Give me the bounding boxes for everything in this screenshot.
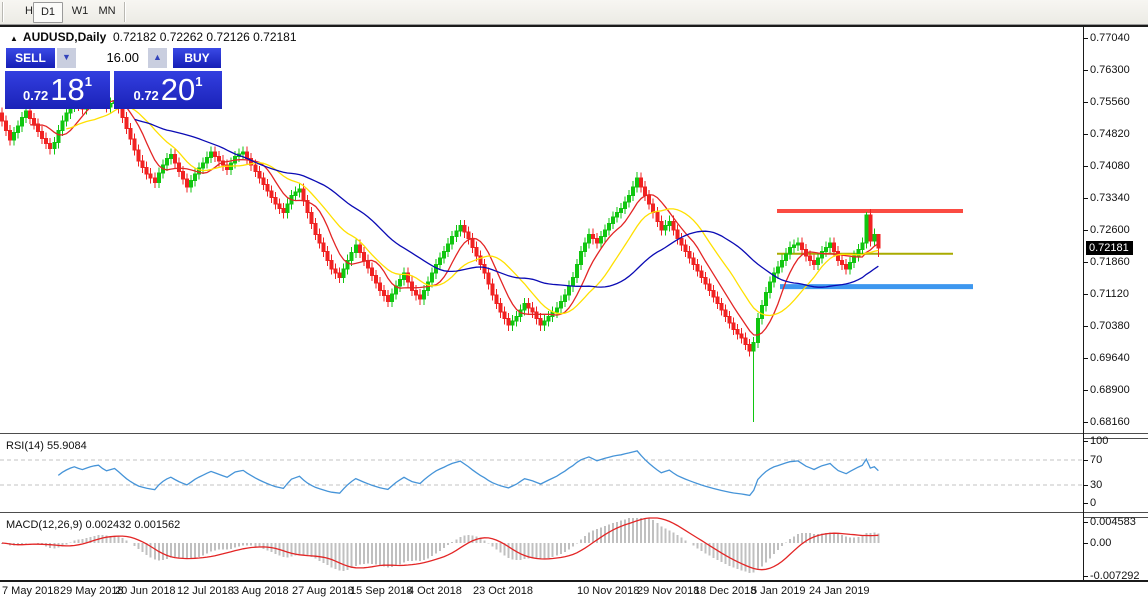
price-tick-label: 0.71860 [1090, 256, 1130, 268]
window-border [0, 25, 1148, 27]
date-tick-label: 24 Jan 2019 [809, 585, 870, 597]
buy-price-fraction: 0.72 [133, 87, 159, 103]
rsi-tick-label: 30 [1090, 479, 1103, 491]
date-tick-label: 5 Jan 2019 [751, 585, 806, 597]
axis-tick [1083, 198, 1088, 199]
price-tick-label: 0.77040 [1090, 32, 1130, 44]
date-tick-label: 18 Dec 2018 [694, 585, 757, 597]
moving-average-34 [134, 118, 879, 288]
volume-decrease-button[interactable]: ▼ [56, 47, 77, 69]
date-tick-label: 15 Sep 2018 [350, 585, 413, 597]
rsi-label: RSI(14) 55.9084 [6, 440, 87, 452]
toolbar-handle [2, 2, 3, 22]
ohlc-open: 0.72182 [112, 30, 157, 44]
macd-tick-label: 0.00 [1090, 537, 1112, 549]
moving-average-17 [66, 106, 879, 317]
axis-tick [1083, 543, 1088, 544]
axis-tick [1083, 422, 1088, 423]
volume-increase-button[interactable]: ▲ [147, 47, 168, 69]
axis-tick [1083, 70, 1088, 71]
volume-input[interactable]: 16.00 [77, 47, 147, 69]
date-tick-label: 7 May 2018 [2, 585, 60, 597]
axis-tick [1083, 522, 1088, 523]
axis-tick [1083, 262, 1088, 263]
price-tick-label: 0.70380 [1090, 320, 1130, 332]
axis-tick [1083, 485, 1088, 486]
price-tick-label: 0.75560 [1090, 96, 1130, 108]
macd-tick-label: -0.007292 [1090, 570, 1140, 582]
rsi-tick-label: 0 [1090, 497, 1097, 509]
rsi-panel[interactable]: RSI(14) 55.9084 [0, 437, 1083, 512]
price-tick-label: 0.74820 [1090, 128, 1130, 140]
axis-tick [1083, 102, 1088, 103]
date-tick-label: 29 May 2018 [60, 585, 124, 597]
tab-mn[interactable]: MN [98, 5, 116, 17]
date-tick-label: 12 Jul 2018 [177, 585, 234, 597]
sell-price-fraction: 0.72 [22, 87, 49, 103]
axis-tick [1083, 576, 1088, 577]
buy-price-tile[interactable]: 0.72 20 1 [114, 71, 222, 109]
macd-tick-label: 0.004583 [1090, 516, 1136, 528]
toolbar-separator [124, 2, 125, 22]
price-tick-label: 0.68900 [1090, 384, 1130, 396]
ohlc-close: 0.72181 [253, 30, 297, 44]
price-tick-label: 0.73340 [1090, 192, 1130, 204]
date-tick-label: 29 Nov 2018 [637, 585, 700, 597]
candlestick-chart [0, 88, 973, 422]
ohlc-high: 0.72262 [159, 30, 204, 44]
price-axis-line [1083, 27, 1084, 580]
date-tick-label: 4 Oct 2018 [408, 585, 462, 597]
date-tick-label: 27 Aug 2018 [292, 585, 354, 597]
date-tick-label: 23 Oct 2018 [473, 585, 533, 597]
buy-button[interactable]: BUY [172, 47, 222, 69]
axis-tick [1083, 134, 1088, 135]
chart-title: ▲ AUDUSD,Daily 0.72182 0.72262 0.72126 0.… [10, 30, 297, 44]
price-tick-label: 0.68160 [1090, 416, 1130, 428]
price-tick-label: 0.71120 [1090, 288, 1129, 300]
price-tick-label: 0.74080 [1090, 160, 1130, 172]
tab-w1[interactable]: W1 [71, 5, 89, 17]
rsi-tick-label: 100 [1090, 435, 1109, 447]
date-tick-label: 3 Aug 2018 [233, 585, 289, 597]
sell-price-tile[interactable]: 0.72 18 1 [5, 71, 110, 109]
collapse-panel-icon[interactable]: ▲ [10, 34, 18, 43]
ohlc-low: 0.72126 [206, 30, 250, 44]
rsi-tick-label: 70 [1090, 454, 1103, 466]
date-tick-label: 20 Jun 2018 [115, 585, 176, 597]
axis-tick [1083, 166, 1088, 167]
macd-signal-line [1, 517, 879, 571]
axis-tick [1083, 230, 1088, 231]
macd-chart [1, 517, 880, 573]
sell-button[interactable]: SELL [5, 47, 56, 69]
rsi-chart [0, 450, 1083, 497]
macd-histogram [1, 518, 880, 573]
candles-layer [0, 88, 881, 422]
time-axis-line [0, 580, 1148, 582]
timeframe-toolbar: H4 D1 W1 MN [0, 0, 1148, 25]
price-tick-label: 0.72600 [1090, 224, 1130, 236]
axis-tick [1083, 358, 1088, 359]
price-tick-label: 0.76300 [1090, 64, 1130, 76]
macd-panel[interactable]: MACD(12,26,9) 0.002432 0.001562 [0, 516, 1083, 579]
moving-average-8 [30, 99, 879, 336]
sell-price-pip: 1 [84, 74, 93, 89]
macd-label: MACD(12,26,9) 0.002432 0.001562 [6, 519, 181, 531]
symbol-label: AUDUSD,Daily [22, 30, 107, 44]
rsi-line [57, 450, 879, 497]
date-tick-label: 10 Nov 2018 [577, 585, 640, 597]
axis-tick [1083, 38, 1088, 39]
tab-d1[interactable]: D1 [33, 2, 63, 23]
axis-tick [1083, 294, 1088, 295]
axis-tick [1083, 441, 1088, 442]
sell-price-digits: 18 [50, 72, 85, 107]
axis-tick [1083, 460, 1088, 461]
price-tick-label: 0.69640 [1090, 352, 1130, 364]
buy-price-digits: 20 [160, 72, 196, 107]
axis-tick [1083, 503, 1088, 504]
axis-tick [1083, 390, 1088, 391]
buy-price-pip: 1 [195, 74, 203, 89]
axis-tick [1083, 326, 1088, 327]
current-price-label: 0.72181 [1086, 241, 1133, 256]
